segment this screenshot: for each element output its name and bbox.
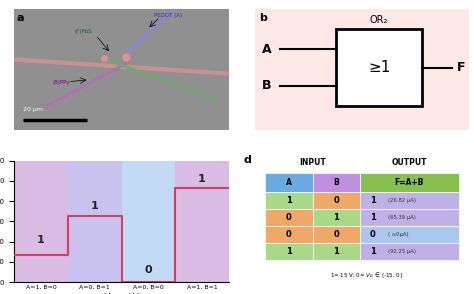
Text: 1: 1 bbox=[37, 235, 45, 245]
Text: OR₂: OR₂ bbox=[370, 15, 388, 25]
Text: a: a bbox=[17, 13, 24, 23]
Text: d: d bbox=[244, 155, 252, 165]
Text: 1: 1 bbox=[198, 174, 206, 184]
Text: 0: 0 bbox=[286, 213, 292, 222]
Text: 0: 0 bbox=[370, 230, 375, 239]
Bar bbox=[265, 209, 312, 226]
Text: (26.82 μA): (26.82 μA) bbox=[388, 198, 416, 203]
Text: OUTPUT: OUTPUT bbox=[392, 158, 427, 167]
Text: 0: 0 bbox=[333, 230, 339, 239]
Text: 1: 1 bbox=[286, 247, 292, 256]
Bar bbox=[265, 192, 312, 209]
Text: (65.39 μA): (65.39 μA) bbox=[388, 215, 416, 220]
Bar bbox=[360, 209, 458, 226]
Text: 0: 0 bbox=[145, 265, 152, 275]
Bar bbox=[312, 226, 360, 243]
Text: F: F bbox=[456, 61, 465, 74]
Text: ( ≈0μA): ( ≈0μA) bbox=[388, 232, 408, 237]
Bar bbox=[175, 161, 229, 282]
Bar bbox=[360, 243, 458, 260]
Text: B: B bbox=[262, 79, 272, 92]
Text: 1= 15 V; 0= $V_G$ ∈ (-15, 0]: 1= 15 V; 0= $V_G$ ∈ (-15, 0] bbox=[330, 270, 402, 280]
Text: (B)PPy: (B)PPy bbox=[53, 80, 71, 85]
Text: F=A+B: F=A+B bbox=[394, 178, 424, 187]
Bar bbox=[312, 192, 360, 209]
Text: (F)PbS: (F)PbS bbox=[74, 29, 92, 34]
Text: 20 μm: 20 μm bbox=[23, 107, 43, 112]
Text: A: A bbox=[262, 43, 272, 56]
Text: 1: 1 bbox=[333, 213, 339, 222]
Text: 1: 1 bbox=[370, 213, 375, 222]
Text: INPUT: INPUT bbox=[299, 158, 326, 167]
Text: A: A bbox=[286, 178, 292, 187]
Text: (92.25 μA): (92.25 μA) bbox=[388, 249, 416, 254]
Bar bbox=[360, 226, 458, 243]
Text: 1: 1 bbox=[286, 196, 292, 205]
Bar bbox=[265, 173, 312, 192]
Bar bbox=[312, 209, 360, 226]
Bar bbox=[121, 161, 175, 282]
X-axis label: $V_{input}$ / V: $V_{input}$ / V bbox=[103, 291, 140, 294]
Bar bbox=[360, 173, 458, 192]
Text: 1: 1 bbox=[333, 247, 339, 256]
Bar bbox=[265, 226, 312, 243]
Bar bbox=[265, 243, 312, 260]
Text: ≥1: ≥1 bbox=[368, 60, 390, 75]
Bar bbox=[312, 173, 360, 192]
Text: 1: 1 bbox=[91, 201, 99, 211]
Bar bbox=[14, 161, 68, 282]
Bar bbox=[336, 29, 422, 106]
Text: 0: 0 bbox=[286, 230, 292, 239]
Bar bbox=[312, 243, 360, 260]
Bar bbox=[68, 161, 121, 282]
Text: 1: 1 bbox=[370, 196, 375, 205]
Text: PEDOT (A): PEDOT (A) bbox=[154, 13, 182, 18]
Bar bbox=[360, 192, 458, 209]
Text: 1: 1 bbox=[370, 247, 375, 256]
Text: 0: 0 bbox=[333, 196, 339, 205]
Text: B: B bbox=[333, 178, 339, 187]
Text: b: b bbox=[259, 13, 267, 23]
